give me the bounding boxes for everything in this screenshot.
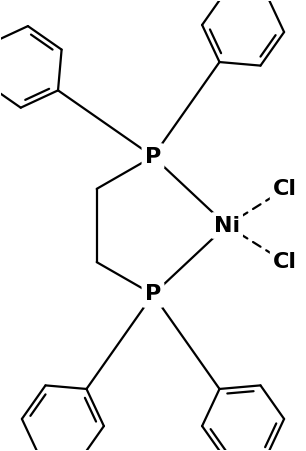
Text: Cl: Cl bbox=[273, 179, 297, 199]
Text: Cl: Cl bbox=[273, 252, 297, 272]
Text: Ni: Ni bbox=[214, 216, 240, 235]
Text: P: P bbox=[145, 285, 161, 304]
Text: P: P bbox=[145, 147, 161, 166]
